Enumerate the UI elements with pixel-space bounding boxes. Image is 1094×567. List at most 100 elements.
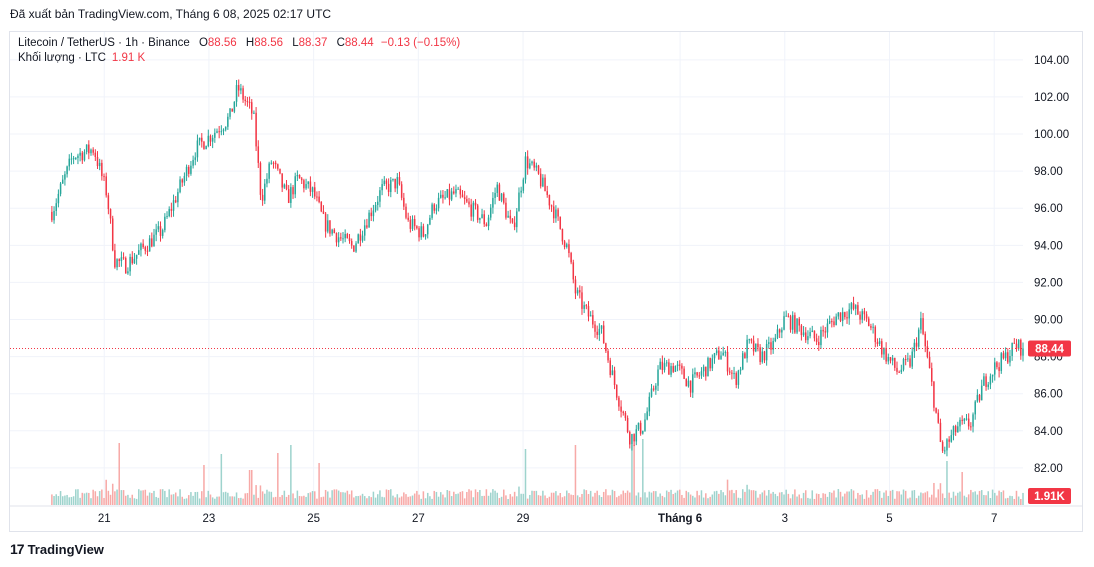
volume-bar — [657, 496, 659, 505]
candle-body — [357, 234, 359, 244]
candle-body — [120, 257, 123, 262]
candle-body — [505, 202, 507, 218]
volume-bar — [201, 491, 203, 505]
volume-bar — [416, 490, 418, 505]
candle-body — [794, 315, 796, 333]
volume-bar — [852, 490, 855, 505]
volume-bar — [370, 497, 373, 505]
volume-bar — [1009, 495, 1011, 505]
candle-body — [307, 181, 309, 185]
candle-body — [917, 329, 920, 347]
candle-body — [822, 329, 824, 332]
volume-bar — [739, 498, 742, 505]
candle-body — [385, 180, 388, 184]
volume-bar — [268, 491, 270, 505]
x-tick-label: 3 — [782, 513, 788, 525]
x-tick-label: 7 — [991, 513, 997, 525]
volume-bar — [642, 439, 644, 505]
volume-bar — [818, 494, 820, 505]
volume-bar — [198, 498, 201, 505]
volume-bar — [368, 496, 370, 505]
candle-body — [411, 219, 414, 229]
candle-body — [657, 369, 659, 386]
volume-bar — [70, 497, 73, 505]
volume-bar — [455, 494, 457, 505]
candle-body — [922, 318, 924, 334]
candle-body — [294, 176, 296, 195]
candle-body — [190, 165, 192, 174]
volume-bar — [644, 492, 646, 505]
candle-body — [116, 259, 118, 268]
volume-bar — [205, 497, 207, 505]
candle-body — [1000, 353, 1003, 371]
volume-bar — [605, 489, 607, 505]
volume-bar — [768, 489, 770, 505]
volume-bar — [220, 454, 223, 505]
tradingview-brand[interactable]: 17 TradingView — [10, 541, 104, 557]
candle-body — [522, 179, 525, 191]
volume-bar — [446, 490, 449, 505]
candle-body — [763, 351, 766, 361]
candle-body — [542, 177, 544, 187]
candle-body — [676, 364, 679, 367]
volume-bar — [138, 489, 140, 505]
volume-bar — [765, 495, 768, 505]
volume-bar — [190, 492, 192, 505]
volume-bar — [635, 495, 638, 505]
volume-bar — [68, 497, 71, 505]
candle-body — [807, 336, 809, 341]
volume-bar — [941, 493, 944, 505]
volume-bar — [607, 495, 609, 505]
volume-bar — [107, 490, 110, 505]
candle-body — [390, 180, 392, 193]
candle-body — [587, 306, 590, 317]
volume-bar — [724, 495, 727, 505]
volume-bar — [900, 494, 903, 505]
candle-body — [305, 184, 307, 189]
candle-body — [101, 162, 103, 177]
volume-bar — [552, 492, 555, 505]
last-price-badge — [1028, 340, 1071, 357]
volume-bar — [781, 492, 783, 505]
candle-body — [55, 203, 57, 211]
volume-bar — [713, 491, 716, 505]
candle-body — [311, 187, 314, 192]
candle-body — [596, 331, 598, 335]
candle-body — [235, 85, 238, 102]
volume-bar — [122, 490, 125, 505]
volume-bar — [385, 489, 388, 505]
volume-bar — [776, 496, 779, 505]
candle-body — [772, 341, 774, 350]
volume-bar — [172, 494, 175, 505]
volume-bar — [511, 496, 514, 505]
candle-body — [611, 370, 614, 375]
candle-body — [698, 375, 701, 377]
chart-frame[interactable] — [9, 31, 1083, 532]
volume-bar — [509, 494, 512, 505]
candle-body — [300, 178, 303, 181]
candle-body — [146, 250, 149, 252]
candle-body — [570, 253, 572, 263]
last-volume-label: 1.91K — [1034, 491, 1065, 503]
volume-bar — [763, 490, 766, 505]
volume-bar — [989, 498, 992, 505]
volume-bar — [998, 490, 1000, 505]
volume-bar — [422, 491, 425, 505]
volume-bar — [718, 493, 720, 505]
candle-body — [370, 212, 373, 217]
volume-bar — [392, 495, 394, 505]
candle-body — [244, 99, 246, 102]
volume-bar — [96, 496, 99, 505]
volume-bar — [674, 492, 677, 505]
volume-bar — [820, 497, 822, 505]
volume-bar — [861, 494, 863, 505]
volume-bar — [518, 486, 520, 505]
candle-body — [257, 146, 260, 163]
high-value: 88.56 — [254, 37, 283, 49]
volume-bar — [390, 489, 392, 505]
candle-body — [324, 213, 327, 232]
candle-body — [209, 135, 212, 142]
volume-bar — [426, 492, 429, 505]
candle-body — [507, 215, 509, 218]
